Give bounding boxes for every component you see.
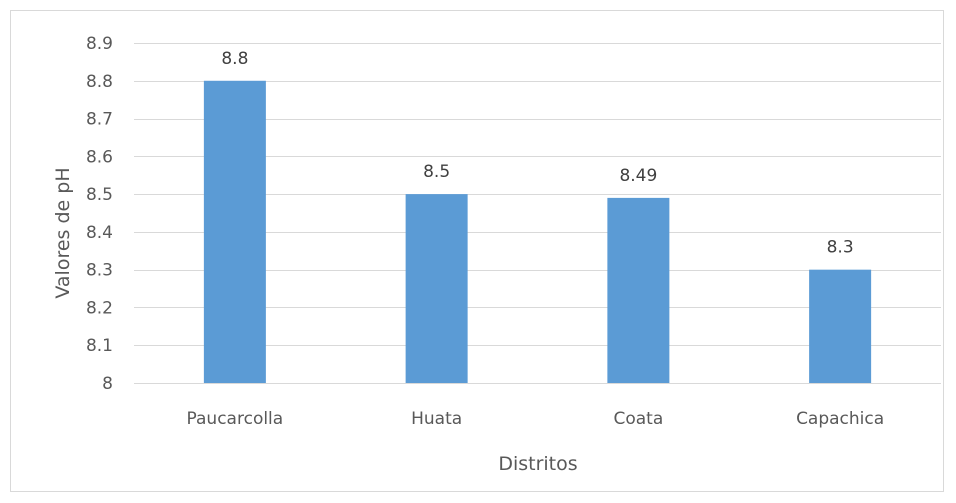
bar-chart: 88.18.28.38.48.58.68.78.88.9 8.88.5 8.498… [52, 34, 941, 475]
data-label-paucarcolla: 8.8 [221, 49, 248, 69]
data-label-capachica: 8.3 [827, 238, 854, 258]
y-tick-label: 8.7 [86, 110, 113, 130]
x-category-label-huata: Huata [411, 409, 462, 429]
y-axis-title: Valores de pH [52, 167, 74, 298]
y-tick-label: 8.4 [86, 223, 113, 243]
y-tick-label: 8.5 [86, 185, 113, 205]
bar-coata [607, 197, 670, 383]
data-label-huata: 8.5 [423, 162, 450, 182]
x-category-label-coata: Coata [613, 409, 663, 429]
y-axis-ticks: 8 8.1 8.2 8.3 8.4 8.5 8.6 8.7 8.8 8.9 [86, 34, 113, 394]
y-tick-label: 8.9 [86, 34, 113, 54]
y-tick-label: 8.3 [86, 261, 113, 281]
y-tick-label: 8.6 [86, 147, 113, 167]
gridlines [134, 43, 941, 384]
bar-huata [405, 194, 468, 383]
bar-paucarcolla [203, 80, 266, 384]
bars [203, 80, 872, 384]
data-labels: 8.8 8.5 8.49 8.3 [221, 49, 853, 258]
y-tick-label: 8 [102, 374, 113, 394]
data-label-coata: 8.49 [619, 166, 657, 186]
x-category-label-capachica: Capachica [796, 409, 884, 429]
y-tick-label: 8.1 [86, 336, 113, 356]
y-tick-label: 8.8 [86, 72, 113, 92]
x-axis-title: Distritos [498, 453, 577, 475]
x-axis-categories: Paucarcolla Huata Coata Capachica [187, 409, 885, 429]
bar-capachica [809, 269, 872, 383]
chart-frame: 8 8.1 8.2 8.3 8.4 8.5 8.6 8.7 8.8 8.9 8.8 8.5 8.49 8… [10, 10, 944, 492]
y-tick-label: 8.2 [86, 298, 113, 318]
x-category-label-paucarcolla: Paucarcolla [187, 409, 284, 429]
